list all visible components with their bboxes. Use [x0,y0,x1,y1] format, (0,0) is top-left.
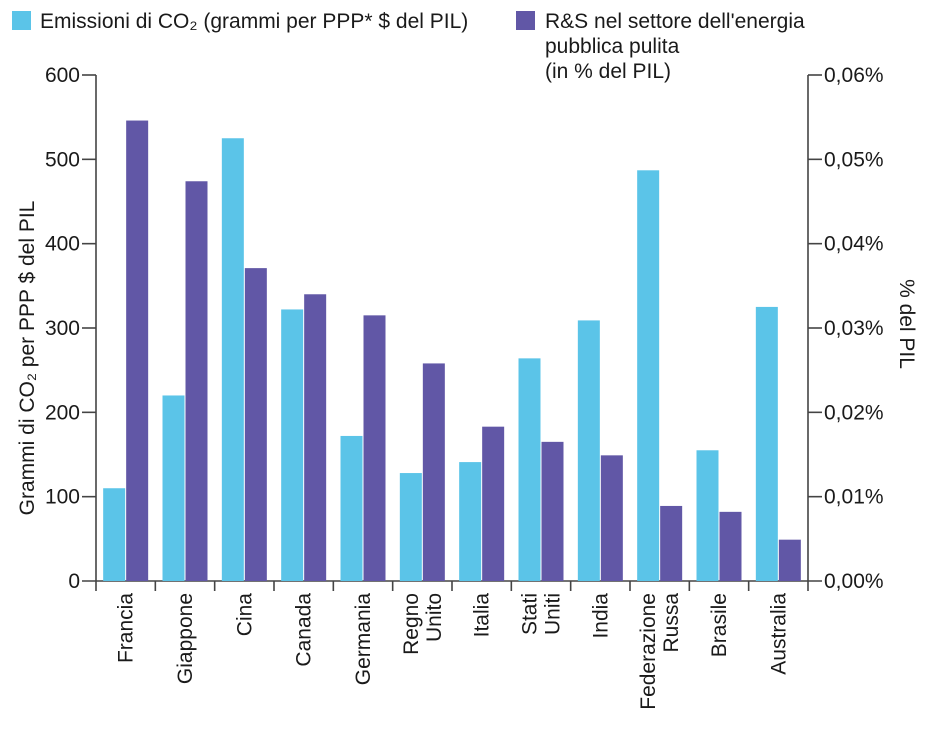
y-axis-title: Grammi di CO₂ per PPP $ del PIL [16,201,39,516]
bar-emissions [459,462,482,581]
legend-swatch-emissions [12,11,31,30]
bar-emissions [399,473,422,581]
right-tick-label: 0,03% [824,317,884,340]
left-tick-label: 600 [45,64,80,87]
category-label: Italia [471,593,494,638]
bar-rd [541,441,564,581]
category-label-line: Brasile [708,593,731,657]
bar-rd [422,363,445,581]
left-tick-label: 100 [45,486,80,509]
category-label-line: Unito [423,593,446,642]
category-label: Canada [293,593,316,667]
bar-emissions [518,358,541,581]
bar-rd [185,181,208,581]
category-label-line: Francia [115,593,138,663]
category-label: Germania [352,593,375,686]
bars [103,120,801,581]
bar-emissions [577,320,600,581]
bar-rd [304,294,327,581]
right-tick-label: 0,06% [824,64,884,87]
legend-label-rd-line: (in % del PIL) [545,60,671,83]
right-tick-label: 0,01% [824,486,884,509]
bar-emissions [221,138,244,581]
category-label: Regno Unito [400,593,446,655]
bar-rd [244,268,267,581]
category-label: Giappone [174,593,197,684]
right-tick-label: 0,00% [824,570,884,593]
bar-emissions [103,488,126,581]
bar-rd [660,505,683,581]
bar-rd [778,539,801,581]
bar-emissions [340,435,363,581]
legend: Emissioni di CO₂ (grammi per PPP* $ del … [12,10,805,83]
category-label: Francia [115,593,138,663]
category-label-line: Italia [471,593,494,638]
right-tick-label: 0,05% [824,148,884,171]
category-label-line: Australia [767,593,790,675]
category-label-line: Regno [400,593,423,655]
legend-label-rd-line: pubblica pulita [545,35,680,58]
category-label: Stati Uniti [519,593,565,635]
category-label: Cina [233,593,256,637]
category-label: Australia [767,593,790,675]
category-label-line: Federazione [637,593,660,710]
bar-emissions [281,309,304,581]
category-label-line: Giappone [174,593,197,684]
bar-emissions [162,395,185,581]
bar-rd [482,426,505,581]
bar-rd [600,455,623,581]
left-tick-label: 500 [45,148,80,171]
category-label-line: Germania [352,593,375,686]
category-label-line: India [589,593,612,639]
bar-emissions [637,170,660,581]
category-labels: Francia Giappone Cina Canada Germania Regno Un… [115,593,791,710]
bar-rd [719,511,742,581]
legend-label-emissions: Emissioni di CO₂ (grammi per PPP* $ del … [40,10,468,33]
bar-emissions [696,450,719,581]
category-label: India [589,593,612,639]
legend-swatch-rd [516,11,535,30]
category-label: Federazione Russa [637,593,683,710]
category-label: Brasile [708,593,731,657]
bar-rd [363,315,386,581]
bar-emissions [755,306,778,581]
axes: 0 100 200 300 400 500 600 0,00% 0,01% 0,02% 0,03% 0… [16,64,918,593]
legend-label-rd-line: R&S nel settore dell'energia [545,10,805,33]
right-tick-label: 0,02% [824,401,884,424]
left-tick-label: 200 [45,401,80,424]
right-tick-label: 0,04% [824,233,884,256]
category-label-line: Canada [293,593,316,667]
left-tick-label: 400 [45,233,80,256]
bar-rd [126,120,149,581]
category-label-line: Russa [660,593,683,653]
left-tick-label: 300 [45,317,80,340]
category-label-line: Stati [519,593,542,635]
y2-axis-title: % del PIL [895,279,918,369]
category-label-line: Cina [233,593,256,637]
category-label-line: Uniti [542,593,565,635]
left-tick-label: 0 [68,570,80,593]
